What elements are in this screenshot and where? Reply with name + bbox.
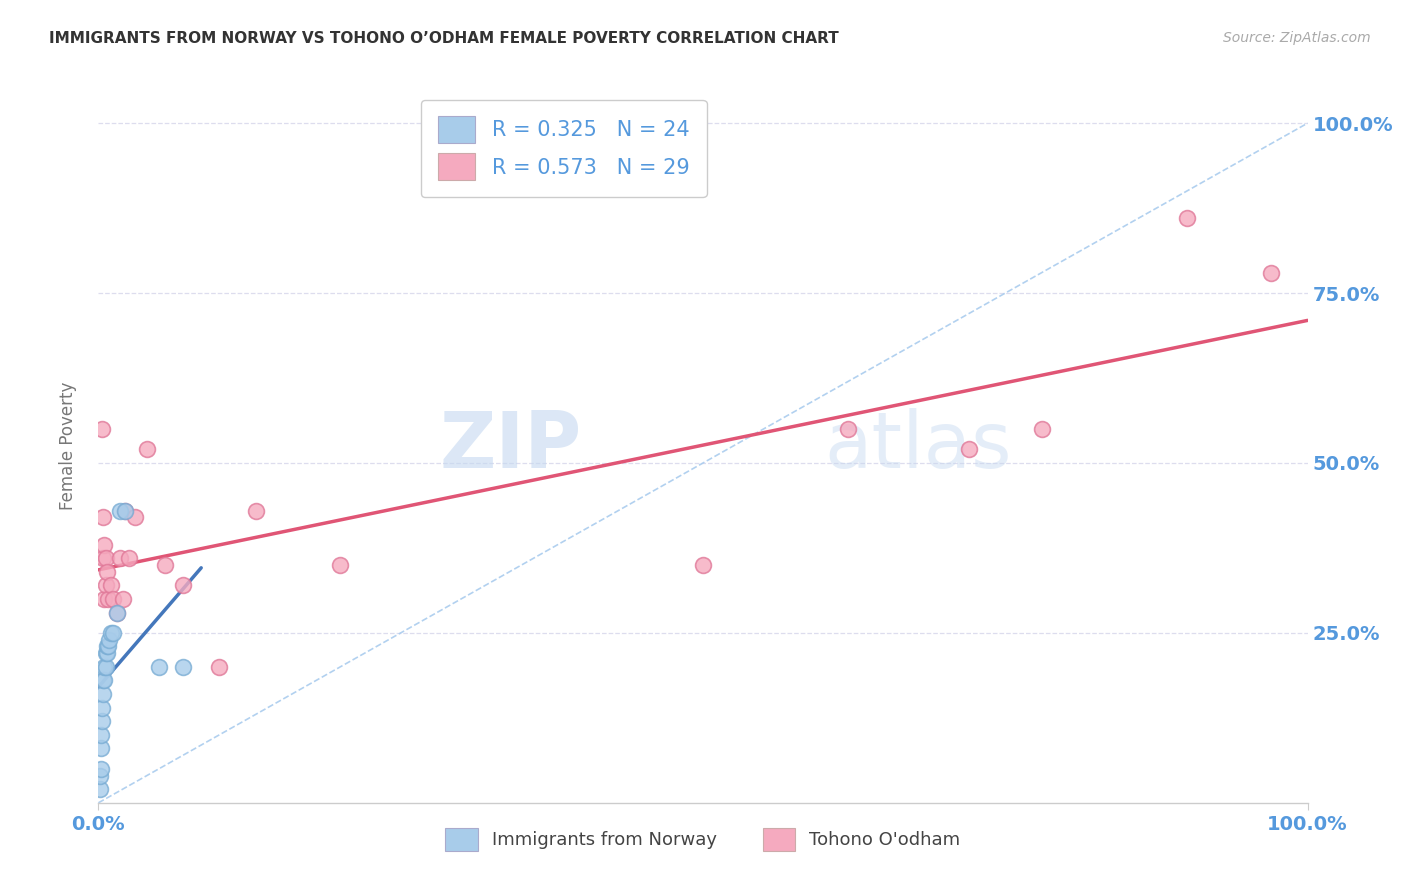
Point [101,626,124,640]
Point [148,660,170,674]
Point [114,503,136,517]
Point [245,503,267,517]
Point [94,660,117,674]
Point [108,503,131,517]
Text: atlas: atlas [824,408,1011,484]
Point [101,591,124,606]
Point [91,510,114,524]
Point [93,660,115,674]
Point [93,673,115,688]
Point [96,640,118,654]
Point [89,782,111,797]
Point [91,687,114,701]
Point [96,646,118,660]
Point [124,510,146,524]
Point [97,640,120,654]
Point [93,591,115,606]
Point [1031,422,1053,436]
Point [90,762,112,776]
Point [172,578,194,592]
Text: IMMIGRANTS FROM NORWAY VS TOHONO O’ODHAM FEMALE POVERTY CORRELATION CHART: IMMIGRANTS FROM NORWAY VS TOHONO O’ODHAM… [49,31,839,46]
Point [111,591,134,606]
Point [172,660,194,674]
Point [93,537,115,551]
Point [100,626,122,640]
Point [97,591,120,606]
Legend: Immigrants from Norway, Tohono O'odham: Immigrants from Norway, Tohono O'odham [439,821,967,858]
Point [957,442,980,457]
Point [118,551,141,566]
Point [98,632,121,647]
Point [94,551,117,566]
Text: ZIP: ZIP [440,408,582,484]
Point [91,551,114,566]
Point [90,728,112,742]
Point [329,558,352,572]
Point [692,558,714,572]
Point [100,578,122,592]
Point [105,606,128,620]
Point [94,578,117,592]
Point [108,551,131,566]
Point [135,442,157,457]
Point [90,741,112,756]
Point [91,422,114,436]
Point [153,558,176,572]
Point [1260,266,1282,280]
Point [96,565,118,579]
Point [94,646,117,660]
Point [89,769,111,783]
Point [1175,211,1198,226]
Text: Source: ZipAtlas.com: Source: ZipAtlas.com [1223,31,1371,45]
Point [91,714,114,729]
Point [114,503,136,517]
Point [91,673,114,688]
Point [837,422,859,436]
Point [208,660,231,674]
Y-axis label: Female Poverty: Female Poverty [59,382,77,510]
Point [91,700,114,714]
Point [105,606,128,620]
